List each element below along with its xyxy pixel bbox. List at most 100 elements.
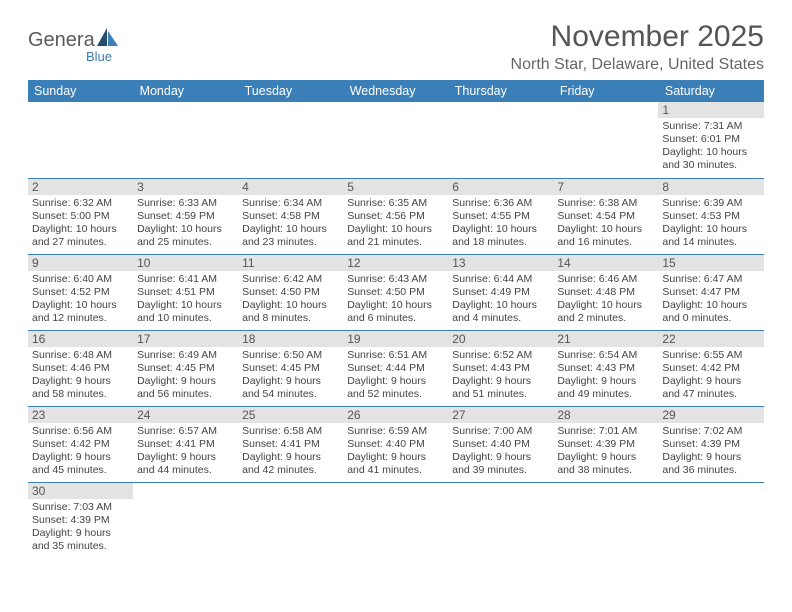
calendar-cell: 9Sunrise: 6:40 AMSunset: 4:52 PMDaylight…: [28, 254, 133, 330]
sunset-text: Sunset: 6:01 PM: [662, 133, 759, 146]
daylight-text: Daylight: 10 hours: [452, 299, 549, 312]
daylight-text-2: and 47 minutes.: [662, 388, 759, 401]
sunrise-text: Sunrise: 6:56 AM: [32, 425, 129, 438]
calendar-cell: 6Sunrise: 6:36 AMSunset: 4:55 PMDaylight…: [448, 178, 553, 254]
calendar-cell: 1Sunrise: 7:31 AMSunset: 6:01 PMDaylight…: [658, 102, 763, 178]
day-number: 4: [238, 179, 343, 195]
daylight-text: Daylight: 9 hours: [242, 451, 339, 464]
daylight-text: Daylight: 10 hours: [662, 299, 759, 312]
daylight-text: Daylight: 9 hours: [32, 375, 129, 388]
day-number: 26: [343, 407, 448, 423]
sunset-text: Sunset: 4:42 PM: [662, 362, 759, 375]
sunset-text: Sunset: 4:39 PM: [32, 514, 129, 527]
calendar-cell: [448, 482, 553, 558]
day-number: 10: [133, 255, 238, 271]
day-data: Sunrise: 6:48 AMSunset: 4:46 PMDaylight:…: [28, 347, 133, 404]
calendar-cell: 18Sunrise: 6:50 AMSunset: 4:45 PMDayligh…: [238, 330, 343, 406]
day-number: 22: [658, 331, 763, 347]
sunset-text: Sunset: 4:50 PM: [242, 286, 339, 299]
day-number: 2: [28, 179, 133, 195]
calendar-cell: [343, 102, 448, 178]
day-number: 17: [133, 331, 238, 347]
header: Genera Blue November 2025 North Star, De…: [28, 20, 764, 74]
sunrise-text: Sunrise: 6:58 AM: [242, 425, 339, 438]
sunrise-text: Sunrise: 7:03 AM: [32, 501, 129, 514]
day-number: 27: [448, 407, 553, 423]
calendar-cell: 26Sunrise: 6:59 AMSunset: 4:40 PMDayligh…: [343, 406, 448, 482]
calendar-cell: 23Sunrise: 6:56 AMSunset: 4:42 PMDayligh…: [28, 406, 133, 482]
day-number: 6: [448, 179, 553, 195]
sunset-text: Sunset: 4:54 PM: [557, 210, 654, 223]
sunrise-text: Sunrise: 6:48 AM: [32, 349, 129, 362]
daylight-text: Daylight: 9 hours: [557, 375, 654, 388]
logo-text-blue: Blue: [86, 49, 119, 64]
calendar-cell: 3Sunrise: 6:33 AMSunset: 4:59 PMDaylight…: [133, 178, 238, 254]
calendar-cell: [553, 482, 658, 558]
calendar-cell: 29Sunrise: 7:02 AMSunset: 4:39 PMDayligh…: [658, 406, 763, 482]
sunset-text: Sunset: 4:51 PM: [137, 286, 234, 299]
sunrise-text: Sunrise: 6:43 AM: [347, 273, 444, 286]
daylight-text-2: and 23 minutes.: [242, 236, 339, 249]
day-number: 29: [658, 407, 763, 423]
day-data: Sunrise: 7:00 AMSunset: 4:40 PMDaylight:…: [448, 423, 553, 480]
sunrise-text: Sunrise: 6:55 AM: [662, 349, 759, 362]
calendar-cell: 21Sunrise: 6:54 AMSunset: 4:43 PMDayligh…: [553, 330, 658, 406]
sunrise-text: Sunrise: 6:39 AM: [662, 197, 759, 210]
calendar-cell: 24Sunrise: 6:57 AMSunset: 4:41 PMDayligh…: [133, 406, 238, 482]
day-number: 20: [448, 331, 553, 347]
day-number: 23: [28, 407, 133, 423]
daylight-text-2: and 51 minutes.: [452, 388, 549, 401]
calendar-cell: [343, 482, 448, 558]
sunset-text: Sunset: 4:49 PM: [452, 286, 549, 299]
daylight-text: Daylight: 9 hours: [242, 375, 339, 388]
daylight-text: Daylight: 10 hours: [347, 223, 444, 236]
daylight-text-2: and 56 minutes.: [137, 388, 234, 401]
sail-icon: [97, 28, 119, 50]
day-header: Saturday: [658, 80, 763, 102]
daylight-text-2: and 6 minutes.: [347, 312, 444, 325]
sunrise-text: Sunrise: 6:54 AM: [557, 349, 654, 362]
daylight-text-2: and 49 minutes.: [557, 388, 654, 401]
day-number: 9: [28, 255, 133, 271]
sunrise-text: Sunrise: 6:47 AM: [662, 273, 759, 286]
day-number: 5: [343, 179, 448, 195]
daylight-text-2: and 8 minutes.: [242, 312, 339, 325]
calendar-row: 1Sunrise: 7:31 AMSunset: 6:01 PMDaylight…: [28, 102, 764, 178]
daylight-text-2: and 12 minutes.: [32, 312, 129, 325]
daylight-text-2: and 52 minutes.: [347, 388, 444, 401]
calendar-cell: [658, 482, 763, 558]
sunrise-text: Sunrise: 6:49 AM: [137, 349, 234, 362]
sunset-text: Sunset: 4:45 PM: [137, 362, 234, 375]
sunset-text: Sunset: 4:45 PM: [242, 362, 339, 375]
day-data: Sunrise: 6:44 AMSunset: 4:49 PMDaylight:…: [448, 271, 553, 328]
day-number: 30: [28, 483, 133, 499]
sunrise-text: Sunrise: 6:59 AM: [347, 425, 444, 438]
title-block: November 2025 North Star, Delaware, Unit…: [511, 20, 764, 74]
day-data: Sunrise: 6:47 AMSunset: 4:47 PMDaylight:…: [658, 271, 763, 328]
month-title: November 2025: [511, 20, 764, 54]
calendar-cell: 19Sunrise: 6:51 AMSunset: 4:44 PMDayligh…: [343, 330, 448, 406]
sunset-text: Sunset: 4:43 PM: [557, 362, 654, 375]
daylight-text: Daylight: 9 hours: [452, 451, 549, 464]
day-data: Sunrise: 6:38 AMSunset: 4:54 PMDaylight:…: [553, 195, 658, 252]
daylight-text: Daylight: 9 hours: [347, 451, 444, 464]
daylight-text-2: and 14 minutes.: [662, 236, 759, 249]
daylight-text: Daylight: 10 hours: [32, 299, 129, 312]
sunrise-text: Sunrise: 6:34 AM: [242, 197, 339, 210]
day-header: Tuesday: [238, 80, 343, 102]
calendar-row: 16Sunrise: 6:48 AMSunset: 4:46 PMDayligh…: [28, 330, 764, 406]
daylight-text: Daylight: 10 hours: [662, 146, 759, 159]
day-number: 7: [553, 179, 658, 195]
day-data: Sunrise: 6:50 AMSunset: 4:45 PMDaylight:…: [238, 347, 343, 404]
calendar-cell: [238, 102, 343, 178]
calendar-cell: 4Sunrise: 6:34 AMSunset: 4:58 PMDaylight…: [238, 178, 343, 254]
calendar-cell: 12Sunrise: 6:43 AMSunset: 4:50 PMDayligh…: [343, 254, 448, 330]
daylight-text-2: and 18 minutes.: [452, 236, 549, 249]
calendar-row: 2Sunrise: 6:32 AMSunset: 5:00 PMDaylight…: [28, 178, 764, 254]
calendar-cell: 17Sunrise: 6:49 AMSunset: 4:45 PMDayligh…: [133, 330, 238, 406]
day-number: 12: [343, 255, 448, 271]
day-data: Sunrise: 6:57 AMSunset: 4:41 PMDaylight:…: [133, 423, 238, 480]
calendar-cell: 22Sunrise: 6:55 AMSunset: 4:42 PMDayligh…: [658, 330, 763, 406]
sunrise-text: Sunrise: 7:31 AM: [662, 120, 759, 133]
sunset-text: Sunset: 4:39 PM: [557, 438, 654, 451]
